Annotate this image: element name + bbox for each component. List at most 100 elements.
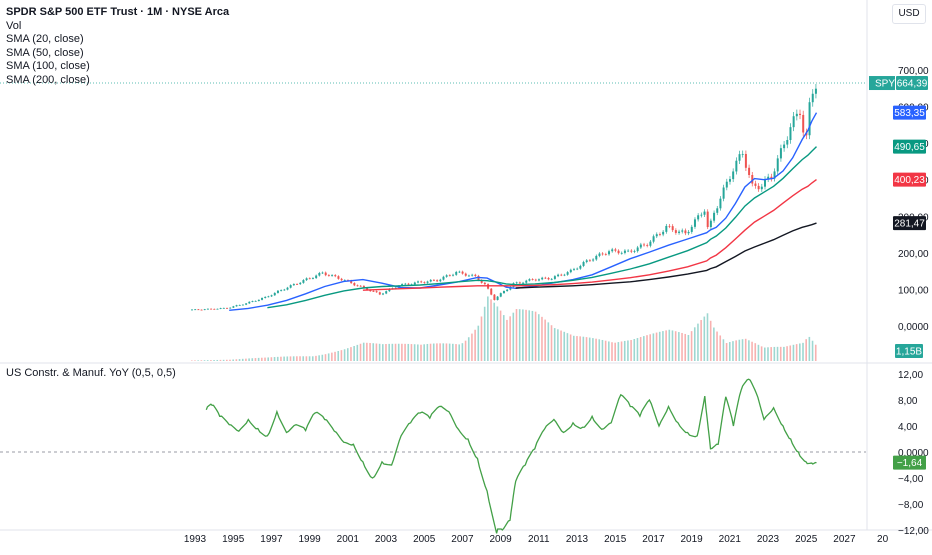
volume-bar <box>366 342 368 361</box>
volume-bar <box>467 337 470 361</box>
volume-bar <box>296 356 298 361</box>
volume-bar <box>493 302 496 361</box>
volume-bar <box>525 309 527 361</box>
volume-bar <box>289 356 292 361</box>
volume-bar <box>595 338 597 361</box>
volume-bar <box>464 340 467 361</box>
volume-bar <box>471 333 473 361</box>
volume-bar <box>483 306 486 361</box>
price-candles <box>191 83 817 311</box>
candle-body <box>722 187 725 199</box>
candle-body <box>292 284 295 286</box>
indicator-vol[interactable]: Vol <box>6 19 22 32</box>
candle-body <box>588 260 591 262</box>
candle-body <box>639 244 642 248</box>
volume-bar <box>674 331 677 361</box>
volume-bar <box>318 355 320 361</box>
symbol-tag-bg <box>869 76 895 91</box>
volume-bar <box>245 358 247 361</box>
sma200-label-text: 281,47 <box>894 219 925 230</box>
volume-bar <box>461 343 464 361</box>
candle-body <box>630 250 633 252</box>
volume-bar <box>280 356 282 361</box>
candle-body <box>194 309 197 311</box>
volume-bar <box>477 325 480 361</box>
volume-bar <box>276 356 279 361</box>
sma100-label-text: 400,23 <box>894 175 925 186</box>
indicator-sma200[interactable]: SMA (200, close) <box>6 73 90 86</box>
volume-bar <box>795 344 798 361</box>
currency-button[interactable]: USD <box>892 4 926 24</box>
candle-body <box>573 268 575 270</box>
indicator-sma20[interactable]: SMA (20, close) <box>6 33 84 45</box>
candle-body <box>595 255 598 260</box>
volume-bar <box>633 339 636 361</box>
volume-bar <box>432 343 435 361</box>
candle-body <box>620 252 623 254</box>
volume-bar <box>557 329 559 361</box>
volume-bar <box>799 343 801 361</box>
candle-body <box>719 198 722 209</box>
volume-bar <box>442 343 445 361</box>
candle-body <box>276 290 279 293</box>
volume-bar <box>315 355 317 361</box>
candle-body <box>592 259 595 261</box>
candle-body <box>658 234 661 236</box>
candle-body <box>553 276 556 279</box>
volume-bar <box>601 339 604 361</box>
candle-body <box>413 282 416 285</box>
volume-bar <box>232 359 234 361</box>
candle-body <box>665 225 668 232</box>
volume-bar <box>662 331 664 361</box>
time-axis-tick-label: 2023 <box>757 534 780 545</box>
candle-body <box>674 230 677 233</box>
volume-bar <box>197 360 199 361</box>
volume-bar <box>776 346 779 361</box>
candle-body <box>283 289 286 291</box>
volume-bar <box>697 323 699 361</box>
candle-body <box>802 114 805 133</box>
volume-bar <box>579 336 581 361</box>
volume-bar <box>547 322 550 361</box>
volume-bar <box>480 316 483 361</box>
volume-bar <box>382 344 384 361</box>
volume-bar <box>786 346 788 361</box>
candle-body <box>241 304 244 306</box>
candle-body <box>557 274 560 277</box>
candle-body <box>452 274 455 276</box>
indicator-sma50[interactable]: SMA (50, close) <box>6 46 84 59</box>
candle-body <box>426 281 429 283</box>
volume-bar <box>668 329 671 361</box>
candle-body <box>337 276 340 279</box>
candle-body <box>537 279 540 281</box>
indicator-last-label-text: −1,64 <box>897 458 923 469</box>
candle-body <box>222 307 225 309</box>
volume-bar <box>487 296 489 361</box>
time-axis-tick-label: 2013 <box>566 534 589 545</box>
symbol-title[interactable]: SPDR S&P 500 ETF Trust · 1M · NYSE Arca <box>6 6 230 18</box>
volume-bar <box>206 360 209 361</box>
time-axis-tick-label: 1997 <box>260 534 283 545</box>
volume-bar <box>356 344 359 361</box>
volume-bar <box>194 360 196 361</box>
indicator-sma100[interactable]: SMA (100, close) <box>6 60 90 72</box>
candle-body <box>324 272 327 276</box>
volume-bar <box>515 309 518 361</box>
candle-body <box>614 249 617 251</box>
indicator-axis-tick-label: 8,00 <box>898 396 918 407</box>
candle-body <box>334 275 337 277</box>
indicator-pane-title[interactable]: US Constr. & Manuf. YoY (0,5, 0,5) <box>6 367 176 379</box>
volume-bar <box>706 313 709 361</box>
volume-bar <box>518 309 521 361</box>
candle-body <box>445 275 448 277</box>
candle-body <box>744 153 747 168</box>
volume-bar <box>455 344 457 361</box>
candle-body <box>633 251 636 252</box>
volume-bar <box>273 357 276 361</box>
candle-body <box>678 231 681 233</box>
volume-bar <box>738 339 741 361</box>
indicator-axis-tick-label: 4,00 <box>898 422 918 433</box>
volume-bar <box>814 344 817 361</box>
